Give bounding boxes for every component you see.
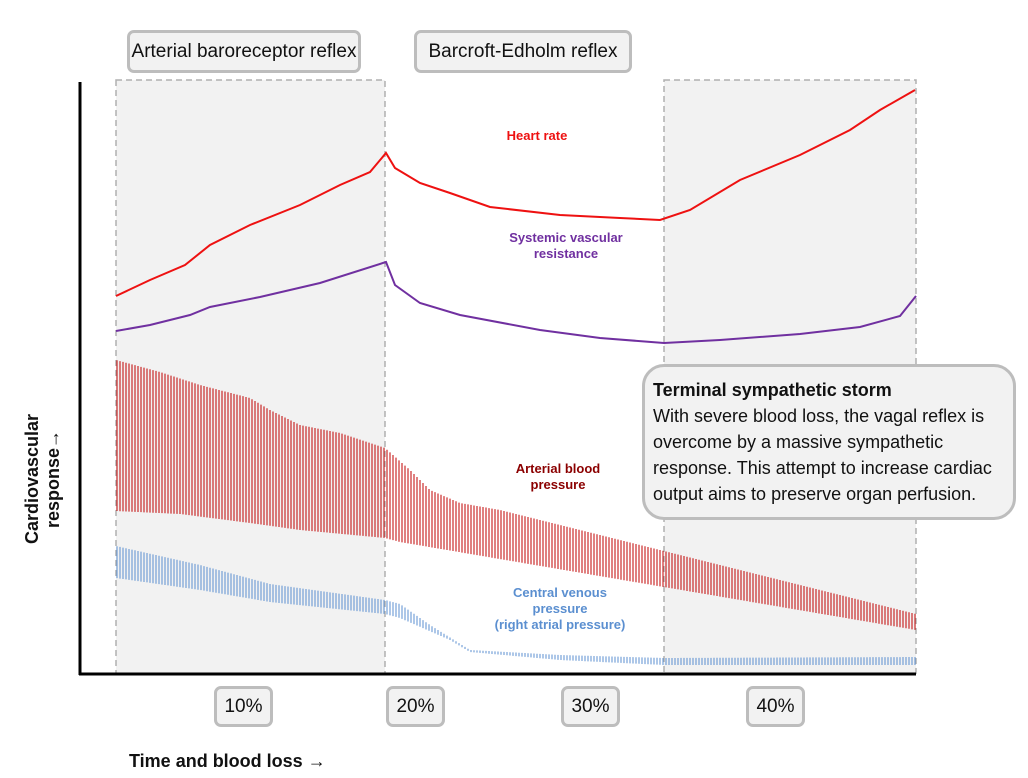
abp-label: Arterial blood pressure	[478, 461, 638, 493]
marker-30: 30%	[561, 686, 620, 727]
x-axis-label: Time and blood loss →	[129, 751, 326, 771]
svr-label: Systemic vascular resistance	[466, 230, 666, 262]
callout-body: With severe blood loss, the vagal reflex…	[653, 406, 992, 504]
cvp-label-line2: pressure	[532, 601, 588, 616]
terminal-storm-callout: Terminal sympathetic storm With severe b…	[642, 364, 1016, 520]
y-axis-label: Cardiovascular response→	[22, 413, 63, 545]
phase-label-barcroft-edholm: Barcroft-Edholm reflex	[414, 30, 632, 73]
cvp-label-line1: Central venous	[513, 585, 607, 600]
abp-label-line1: Arterial blood	[515, 461, 601, 476]
phase1-shaded-region	[115, 79, 386, 675]
cvp-label-line3: (right atrial pressure)	[494, 617, 626, 632]
heart-rate-label: Heart rate	[506, 128, 568, 143]
cvp-label: Central venous pressure (right atrial pr…	[460, 585, 660, 633]
marker-20: 20%	[386, 686, 445, 727]
arterial-pressure-band	[116, 360, 916, 630]
central-venous-pressure-band	[116, 546, 916, 665]
svr-label-line1: Systemic vascular	[509, 230, 623, 245]
svr-label-line2: resistance	[533, 246, 599, 261]
svr-curve	[115, 260, 917, 345]
marker-40: 40%	[746, 686, 805, 727]
marker-10: 10%	[214, 686, 273, 727]
phase-label-baroreceptor: Arterial baroreceptor reflex	[127, 30, 361, 73]
callout-title: Terminal sympathetic storm	[653, 380, 892, 400]
heart-rate-curve	[115, 89, 916, 297]
abp-label-line2: pressure	[530, 477, 586, 492]
